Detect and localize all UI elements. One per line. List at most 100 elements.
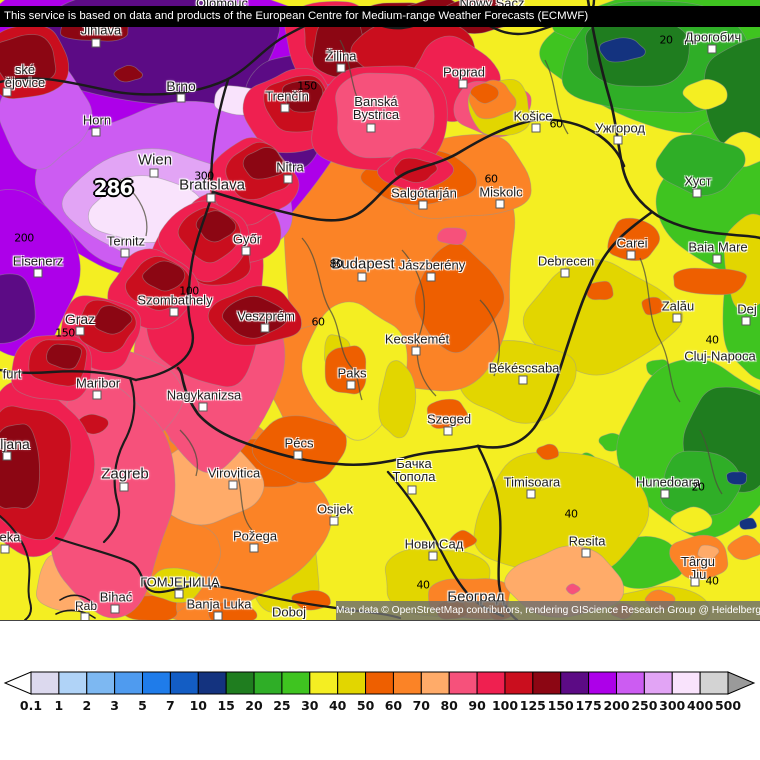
country-border-line <box>210 78 230 194</box>
country-border-line <box>59 594 94 604</box>
regional-border-line <box>235 469 253 531</box>
precipitation-map <box>0 0 760 620</box>
precipitation-fields <box>0 0 760 620</box>
scale-cell <box>30 671 60 695</box>
scale-cell <box>420 671 450 695</box>
regional-border-line <box>544 59 569 135</box>
scale-cell <box>532 671 562 695</box>
service-note-bar: This service is based on data and produc… <box>0 6 760 27</box>
scale-arrow <box>727 671 756 695</box>
regional-border-line <box>119 179 148 237</box>
country-border-line <box>102 376 136 544</box>
scale-cell <box>169 671 199 695</box>
scale-cell <box>476 671 506 695</box>
scale-cell <box>309 671 339 695</box>
precip-region <box>324 345 367 395</box>
scale-tick-label: 30 <box>301 698 319 713</box>
scale-cell <box>365 671 394 695</box>
precip-region <box>195 210 237 243</box>
precip-region <box>522 259 684 376</box>
scale-tick-label: 20 <box>245 698 263 713</box>
scale-cell <box>253 671 283 695</box>
country-border-line <box>211 118 626 222</box>
scale-tick-label: 70 <box>413 698 431 713</box>
scale-tick-label: 0.1 <box>20 698 42 713</box>
precip-region <box>697 544 720 560</box>
scale-tick-label: 100 <box>492 698 518 713</box>
scale-cell <box>281 671 311 695</box>
scale-cell <box>58 671 88 695</box>
precip-region <box>565 583 581 595</box>
scale-cell <box>448 671 478 695</box>
precip-region <box>673 267 748 296</box>
country-border-line <box>586 0 760 240</box>
scale-tick-label: 25 <box>273 698 290 713</box>
precip-region <box>222 295 289 339</box>
regional-border-line <box>179 429 199 477</box>
regional-border-line <box>699 429 723 495</box>
scale-tick-label: 90 <box>468 698 486 713</box>
country-border-line <box>55 609 96 619</box>
country-border-line <box>134 190 215 382</box>
precip-region <box>113 65 143 83</box>
precip-region <box>470 82 499 104</box>
scale-cell <box>197 671 227 695</box>
scale-cell <box>114 671 144 695</box>
precip-region <box>670 506 713 534</box>
scale-cell <box>699 671 729 695</box>
scale-tick-label: 125 <box>520 698 546 713</box>
scale-tick-label: 400 <box>687 698 713 713</box>
scale-cell <box>142 671 171 695</box>
scale-arrow <box>3 671 32 695</box>
scale-tick-label: 300 <box>659 698 685 713</box>
scale-tick-label: 200 <box>603 698 629 713</box>
scale-cell <box>560 671 590 695</box>
precip-region <box>599 37 646 63</box>
scale-tick-label: 175 <box>576 698 602 713</box>
precip-region <box>142 260 186 292</box>
precip-region <box>0 34 57 87</box>
attribution-text: Map data © OpenStreetMap contributors, r… <box>336 605 760 616</box>
precip-region <box>46 343 82 370</box>
precip-region <box>536 443 560 461</box>
country-border-line <box>0 368 138 382</box>
scale-cell <box>615 671 645 695</box>
color-scale: 0.1 1 2 3 5 7 10 15 20 25 30 40 50 60 70 80 90 100 125 150 1… <box>3 671 756 713</box>
precip-region <box>682 78 728 110</box>
scale-tick-label: 150 <box>548 698 574 713</box>
precip-region <box>641 296 665 316</box>
scale-tick-label: 3 <box>110 698 119 713</box>
precip-region <box>281 79 325 113</box>
regional-border-line <box>301 237 363 401</box>
scale-cell <box>588 671 617 695</box>
scale-cell <box>225 671 255 695</box>
scale-tick-label: 10 <box>190 698 208 713</box>
scale-tick-label: 5 <box>138 698 147 713</box>
precip-region <box>251 415 347 484</box>
precip-region <box>378 360 417 439</box>
scale-tick-label: 250 <box>631 698 657 713</box>
precip-region <box>449 529 478 550</box>
scale-tick-label: 40 <box>329 698 347 713</box>
country-border-line <box>176 366 480 467</box>
regional-border-line <box>401 249 437 397</box>
scale-cell <box>86 671 116 695</box>
scale-tick-label: 500 <box>715 698 741 713</box>
precip-region <box>0 423 40 509</box>
scale-cell <box>504 671 534 695</box>
precip-region <box>727 534 760 561</box>
scale-cell <box>392 671 422 695</box>
service-note-text: This service is based on data and produc… <box>4 10 589 22</box>
precip-region <box>242 147 286 180</box>
scale-tick-label: 15 <box>217 698 234 713</box>
precip-region <box>436 227 467 246</box>
scale-tick-label: 50 <box>357 698 375 713</box>
country-border-line <box>476 210 654 449</box>
precip-region <box>660 450 742 516</box>
scale-tick-label: 80 <box>440 698 458 713</box>
regional-border-line <box>339 39 363 109</box>
scale-cell <box>643 671 673 695</box>
precip-region <box>93 305 133 335</box>
country-border-line <box>0 6 344 96</box>
